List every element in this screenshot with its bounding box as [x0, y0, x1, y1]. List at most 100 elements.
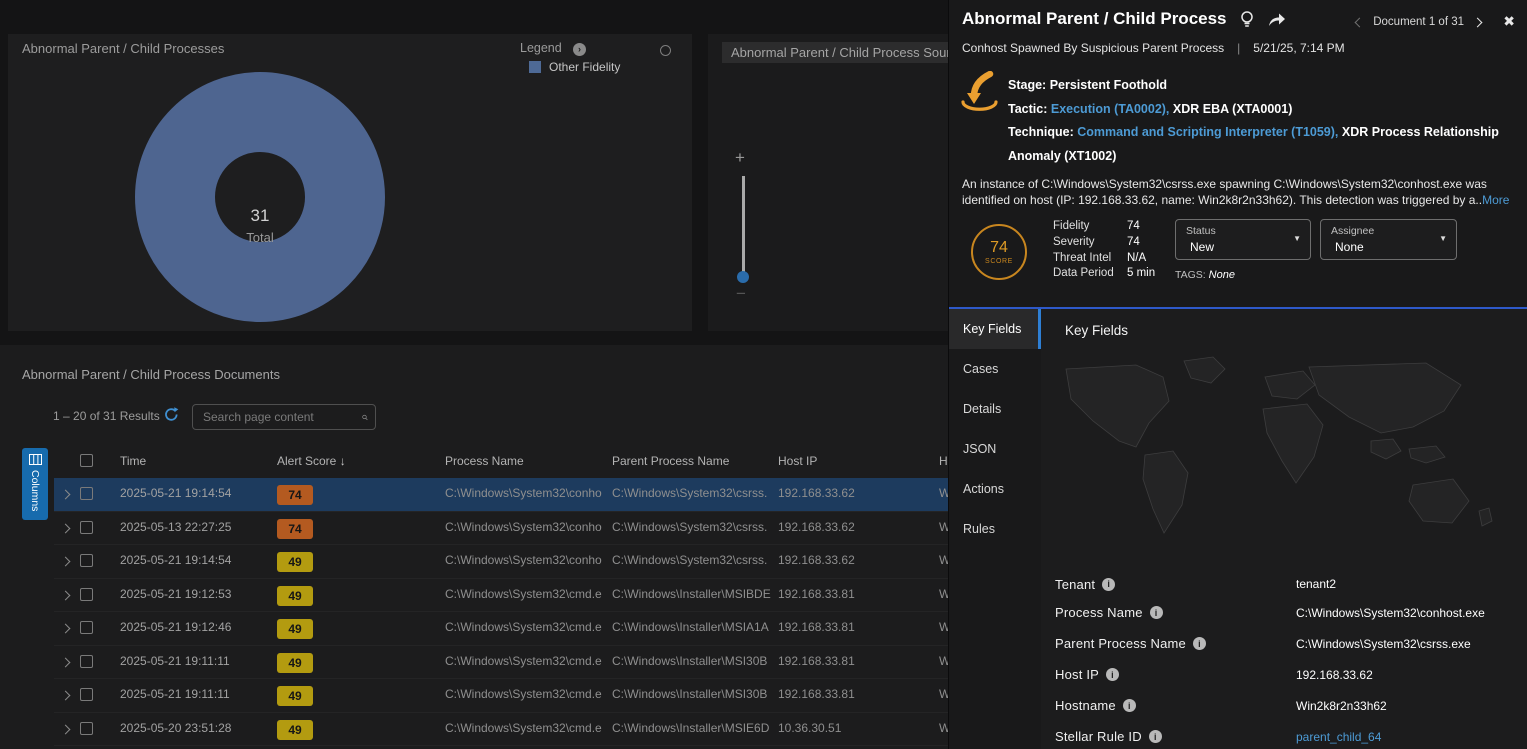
refresh-icon[interactable]	[163, 406, 180, 423]
tab-details[interactable]: Details	[949, 389, 1041, 429]
tab-actions[interactable]: Actions	[949, 469, 1041, 509]
row-checkbox[interactable]	[80, 521, 93, 534]
more-link[interactable]: More	[1482, 193, 1509, 207]
row-checkbox[interactable]	[80, 588, 93, 601]
row-expand-chevron-icon[interactable]	[62, 521, 76, 535]
row-checkbox[interactable]	[80, 554, 93, 567]
panel-circle-icon[interactable]	[660, 45, 671, 56]
row-checkbox[interactable]	[80, 621, 93, 634]
header-time[interactable]: Time	[120, 454, 270, 468]
assignee-dropdown[interactable]: Assignee None ▼	[1320, 219, 1457, 260]
search-box	[192, 404, 376, 430]
alert-score-badge: 49	[277, 720, 313, 740]
documents-title: Abnormal Parent / Child Process Document…	[22, 367, 280, 382]
table-row[interactable]: 2025-05-21 19:12:53 49 C:\Windows\System…	[54, 579, 954, 613]
tags-value: None	[1209, 269, 1235, 281]
row-checkbox[interactable]	[80, 722, 93, 735]
search-input[interactable]	[193, 410, 362, 424]
key-field-value[interactable]: parent_child_64	[1296, 730, 1381, 744]
info-icon[interactable]: i	[1106, 668, 1119, 681]
score-metrics: Fidelity 74 Severity 74 Threat Intel N/A…	[1053, 219, 1155, 282]
tab-cases[interactable]: Cases	[949, 349, 1041, 389]
legend-swatch	[529, 61, 541, 73]
alert-score-badge: 49	[277, 619, 313, 639]
header-alert-score[interactable]: Alert Score ↓	[277, 454, 437, 468]
key-field-label: Process Name	[1055, 605, 1143, 620]
status-dropdown[interactable]: Status New ▼	[1175, 219, 1311, 260]
row-parent-process-name: C:\Windows\Installer\MSI30B	[612, 687, 772, 701]
classification-block: Stage: Persistent Foothold Tactic: Execu…	[1008, 74, 1522, 168]
row-expand-chevron-icon[interactable]	[62, 655, 76, 669]
header-process-name[interactable]: Process Name	[445, 454, 605, 468]
tactic-link[interactable]: Execution (TA0002),	[1051, 102, 1170, 116]
row-expand-chevron-icon[interactable]	[62, 621, 76, 635]
row-parent-process-name: C:\Windows\Installer\MSIE6D	[612, 721, 772, 735]
row-expand-chevron-icon[interactable]	[62, 722, 76, 736]
alert-rule-name: Conhost Spawned By Suspicious Parent Pro…	[962, 41, 1224, 55]
row-checkbox[interactable]	[80, 688, 93, 701]
info-icon[interactable]: i	[1123, 699, 1136, 712]
table-row[interactable]: 2025-05-21 19:14:54 49 C:\Windows\System…	[54, 545, 954, 579]
donut-total-label: Total	[190, 230, 330, 245]
map-zoom-slider-handle[interactable]	[737, 271, 749, 283]
documents-table-body: 2025-05-21 19:14:54 74 C:\Windows\System…	[54, 478, 954, 746]
row-host-ip: 10.36.30.51	[778, 721, 888, 735]
table-row[interactable]: 2025-05-13 22:27:25 74 C:\Windows\System…	[54, 512, 954, 546]
score-value: 74	[990, 239, 1008, 257]
key-field-row: Parent Process Namei C:\Windows\System32…	[1055, 628, 1521, 659]
legend-item[interactable]: Other Fidelity	[529, 60, 620, 74]
info-icon[interactable]: i	[1193, 637, 1206, 650]
legend-toggle-icon[interactable]: ›	[573, 43, 586, 56]
row-checkbox[interactable]	[80, 487, 93, 500]
metric-row: Fidelity 74	[1053, 219, 1155, 235]
map-zoom-in-button[interactable]: +	[735, 148, 745, 168]
row-parent-process-name: C:\Windows\Installer\MSIA1A	[612, 620, 772, 634]
select-all-checkbox[interactable]	[80, 454, 93, 467]
table-row[interactable]: 2025-05-21 19:11:11 49 C:\Windows\System…	[54, 679, 954, 713]
abnormal-processes-chart-panel: Abnormal Parent / Child Processes Legend…	[8, 34, 692, 331]
previous-document-icon[interactable]	[1355, 17, 1365, 27]
donut-chart[interactable]	[132, 69, 388, 325]
metric-value: 5 min	[1127, 266, 1155, 282]
map-zoom-slider-track[interactable]	[742, 176, 745, 276]
tab-rules[interactable]: Rules	[949, 509, 1041, 549]
header-parent-process-name[interactable]: Parent Process Name	[612, 454, 772, 468]
table-row[interactable]: 2025-05-21 19:11:11 49 C:\Windows\System…	[54, 646, 954, 680]
row-host-ip: 192.168.33.62	[778, 553, 888, 567]
next-document-icon[interactable]	[1473, 17, 1483, 27]
technique-link[interactable]: Command and Scripting Interpreter (T1059…	[1077, 125, 1338, 139]
metric-label: Severity	[1053, 235, 1127, 251]
metric-value: 74	[1127, 219, 1140, 235]
tab-json[interactable]: JSON	[949, 429, 1041, 469]
metric-row: Threat Intel N/A	[1053, 251, 1155, 267]
table-row[interactable]: 2025-05-21 19:12:46 49 C:\Windows\System…	[54, 612, 954, 646]
row-expand-chevron-icon[interactable]	[62, 487, 76, 501]
table-row[interactable]: 2025-05-20 23:51:28 49 C:\Windows\System…	[54, 713, 954, 747]
row-process-name: C:\Windows\System32\cmd.e	[445, 654, 605, 668]
table-row[interactable]: 2025-05-21 19:14:54 74 C:\Windows\System…	[54, 478, 954, 512]
row-parent-process-name: C:\Windows\Installer\MSI30B	[612, 654, 772, 668]
info-icon[interactable]: i	[1150, 606, 1163, 619]
search-icon[interactable]	[362, 410, 368, 425]
header-host-ip[interactable]: Host IP	[778, 454, 888, 468]
status-dropdown-value: New	[1190, 240, 1214, 254]
map-panel-title: Abnormal Parent / Child Process Sourc	[722, 42, 966, 63]
row-checkbox[interactable]	[80, 655, 93, 668]
row-expand-chevron-icon[interactable]	[62, 588, 76, 602]
row-expand-chevron-icon[interactable]	[62, 688, 76, 702]
row-host-ip: 192.168.33.81	[778, 587, 888, 601]
info-icon[interactable]: i	[1149, 730, 1162, 743]
info-icon[interactable]: i	[1102, 578, 1115, 591]
close-icon[interactable]: ✖	[1503, 13, 1515, 30]
lightbulb-icon[interactable]	[1239, 10, 1255, 28]
tab-key-fields[interactable]: Key Fields	[949, 309, 1041, 349]
metric-label: Fidelity	[1053, 219, 1127, 235]
map-zoom-out-button[interactable]: −	[736, 284, 746, 304]
key-fields-list: Tenanti tenant2 Process Namei C:\Windows…	[1055, 571, 1521, 749]
key-field-value: Win2k8r2n33h62	[1296, 699, 1387, 713]
row-expand-chevron-icon[interactable]	[62, 554, 76, 568]
columns-button[interactable]: Columns	[22, 448, 48, 520]
share-icon[interactable]	[1267, 11, 1286, 27]
legend-label: Legend	[520, 41, 562, 55]
key-field-value: C:\Windows\System32\conhost.exe	[1296, 606, 1485, 620]
